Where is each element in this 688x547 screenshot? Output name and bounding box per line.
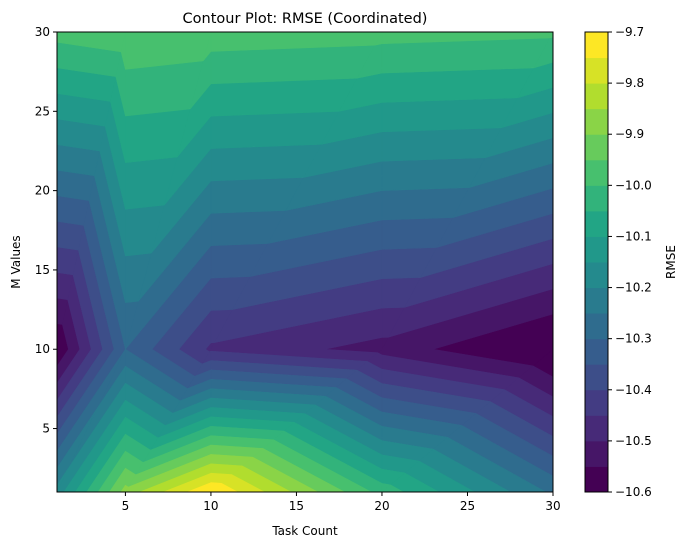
x-tick-label: 30 bbox=[545, 499, 560, 513]
colorbar-segment bbox=[585, 466, 608, 493]
x-tick-label: 15 bbox=[289, 499, 304, 513]
colorbar-segment bbox=[585, 236, 608, 263]
y-tick-label: 5 bbox=[42, 422, 50, 436]
colorbar-label: RMSE bbox=[664, 245, 678, 279]
chart-title: Contour Plot: RMSE (Coordinated) bbox=[183, 11, 428, 27]
colorbar-tick-label: −9.7 bbox=[615, 25, 644, 39]
colorbar-tick-label: −10.2 bbox=[615, 281, 652, 295]
colorbar-segment bbox=[585, 185, 608, 212]
y-tick-label: 25 bbox=[35, 104, 50, 118]
x-tick-label: 25 bbox=[460, 499, 475, 513]
colorbar-tick-label: −10.4 bbox=[615, 383, 652, 397]
y-tick-label: 20 bbox=[35, 184, 50, 198]
x-tick-label: 10 bbox=[203, 499, 218, 513]
plot-frame bbox=[56, 31, 554, 493]
y-tick-label: 15 bbox=[35, 263, 50, 277]
colorbar-tick-label: −10.0 bbox=[615, 178, 652, 192]
colorbar-tick-label: −10.3 bbox=[615, 332, 652, 346]
colorbar-segment bbox=[585, 364, 608, 391]
y-axis-ticks: 5 10 15 20 25 30 bbox=[35, 25, 57, 436]
colorbar-segment bbox=[585, 287, 608, 314]
colorbar-tick-label: −9.8 bbox=[615, 76, 644, 90]
colorbar-segment bbox=[585, 159, 608, 186]
colorbar-segment bbox=[585, 57, 608, 84]
colorbar-tick-label: −9.9 bbox=[615, 127, 644, 141]
colorbar-segment bbox=[585, 338, 608, 365]
y-tick-label: 10 bbox=[35, 342, 50, 356]
colorbar-segment bbox=[585, 210, 608, 237]
colorbar-segment bbox=[585, 440, 608, 467]
colorbar-segment bbox=[585, 389, 608, 416]
colorbar-tick-label: −10.6 bbox=[615, 485, 652, 499]
colorbar-segment bbox=[585, 415, 608, 442]
colorbar-tick-label: −10.1 bbox=[615, 229, 652, 243]
colorbar-tick-label: −10.5 bbox=[615, 434, 652, 448]
colorbar-frame bbox=[584, 31, 609, 493]
plot-area bbox=[56, 31, 554, 493]
colorbar bbox=[585, 32, 608, 493]
x-axis-label: Task Count bbox=[271, 524, 338, 538]
contour-band bbox=[120, 454, 319, 493]
x-tick-label: 5 bbox=[122, 499, 130, 513]
colorbar-segment bbox=[585, 313, 608, 340]
colorbar-segment bbox=[585, 134, 608, 161]
colorbar-segment bbox=[585, 83, 608, 110]
colorbar-ticks: −9.7 −9.8 −9.9 −10.0 −10.1 −10.2 −10.3 −10.4 −10… bbox=[608, 25, 652, 499]
colorbar-segment bbox=[585, 108, 608, 135]
colorbar-segment bbox=[585, 32, 608, 59]
y-tick-label: 30 bbox=[35, 25, 50, 39]
y-axis-label: M Values bbox=[9, 235, 23, 288]
colorbar-segment bbox=[585, 262, 608, 289]
x-tick-label: 20 bbox=[374, 499, 389, 513]
x-axis-ticks: 5 10 15 20 25 30 bbox=[122, 492, 561, 513]
